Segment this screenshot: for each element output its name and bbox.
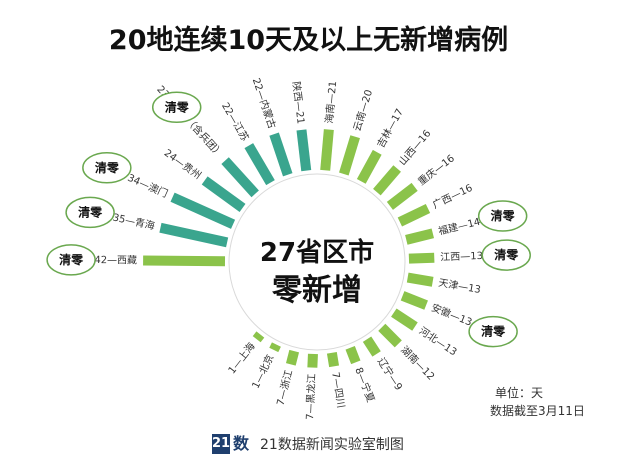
bar-label: 海南—21	[322, 80, 339, 124]
center-line-2: 零新增	[272, 273, 362, 308]
bar-label: 陕西—21	[290, 81, 308, 125]
chart-title: 20地连续10天及以上无新增病例	[108, 25, 509, 56]
center-line-1: 27省区市	[259, 238, 375, 268]
badge-bubble	[46, 244, 96, 276]
bar-label: 湖南—12	[398, 343, 437, 382]
bar-label: 安徽—13	[430, 301, 475, 329]
bar-label: 7—浙江	[275, 369, 296, 407]
bar-label: 吉林—17	[374, 106, 406, 150]
bar	[307, 353, 318, 368]
badge-bubble	[468, 315, 518, 348]
cleared-badge: 清零	[65, 196, 115, 229]
bar	[378, 323, 402, 348]
footer: 21 数 21数据新闻实验室制图	[212, 431, 404, 457]
bar	[345, 346, 361, 365]
bar	[221, 157, 259, 198]
bar-label: 22—江苏	[219, 100, 252, 143]
badge-text: 清零	[59, 252, 84, 267]
cleared-badge: 清零	[468, 315, 518, 348]
bar-label: 山西—16	[397, 128, 434, 168]
bar	[339, 135, 360, 176]
bar	[391, 308, 418, 331]
bars-group	[143, 129, 435, 368]
badge-bubble	[82, 152, 132, 184]
bar-label: 34—澳门	[126, 171, 170, 200]
bar	[386, 182, 418, 210]
bar	[285, 349, 300, 366]
brand-logo: 21 数	[212, 434, 252, 454]
bar	[159, 222, 229, 248]
bar	[269, 132, 293, 177]
bar-label: 22—内蒙古	[250, 76, 279, 130]
logo-part-2: 数	[232, 434, 249, 453]
badge-text: 清零	[481, 324, 506, 339]
bar-label: 江西—13	[440, 250, 483, 264]
bar-label: 8—宁夏	[352, 365, 377, 404]
badge-text: 清零	[78, 204, 103, 219]
bar-label: 云南—20	[350, 88, 375, 133]
logo-part-1: 21	[212, 434, 230, 454]
badge-text: 清零	[491, 208, 516, 223]
badge-text: 清零	[494, 247, 519, 262]
bar	[397, 203, 431, 227]
bar	[408, 252, 435, 264]
bar-label: 辽宁—9	[375, 355, 406, 393]
badge-bubble	[151, 91, 202, 124]
cleared-badge: 清零	[46, 244, 96, 276]
date-note: 数据截至3月11日	[490, 404, 585, 418]
bar	[373, 165, 401, 196]
bar-label: 广西—16	[431, 182, 475, 211]
bar	[252, 331, 265, 343]
bar	[296, 129, 312, 172]
bar-label: 福建—14	[437, 215, 482, 238]
bar-label: 7—四川	[329, 371, 346, 409]
bar	[143, 255, 226, 267]
bar	[400, 291, 428, 310]
bar	[320, 129, 334, 171]
cleared-badge: 清零	[82, 152, 132, 184]
bar	[406, 272, 434, 287]
bar	[201, 176, 246, 212]
bar	[356, 149, 382, 184]
bar-label: 天津—13	[438, 277, 482, 296]
bar	[244, 143, 275, 186]
center-circle	[228, 173, 406, 351]
bar	[362, 336, 381, 357]
badge-bubble	[477, 200, 528, 232]
bar-label: 7—黑龙江	[303, 373, 318, 420]
cleared-badge: 清零	[477, 200, 528, 232]
bar-label: 河北—13	[417, 325, 459, 359]
badge-bubble	[65, 196, 115, 229]
cleared-badge: 清零	[481, 239, 531, 271]
bar-label: 24—贵州	[162, 146, 204, 182]
badge-bubble	[481, 239, 531, 271]
bar	[405, 228, 434, 245]
bar-label: 重庆—16	[415, 152, 457, 188]
cleared-badge: 清零	[151, 91, 202, 124]
badge-text: 清零	[165, 99, 190, 114]
bar-label: 1—北京	[249, 352, 277, 390]
bar	[170, 192, 236, 229]
footer-credit: 21数据新闻实验室制图	[260, 437, 404, 453]
bar-label: 42—西藏	[94, 254, 137, 266]
bar	[326, 351, 340, 368]
bar	[269, 342, 281, 353]
bar-label: 1—上海	[225, 340, 258, 377]
unit-note: 单位：天	[495, 386, 544, 400]
bar-label: 35—青海	[112, 211, 157, 233]
badge-text: 清零	[95, 160, 120, 175]
